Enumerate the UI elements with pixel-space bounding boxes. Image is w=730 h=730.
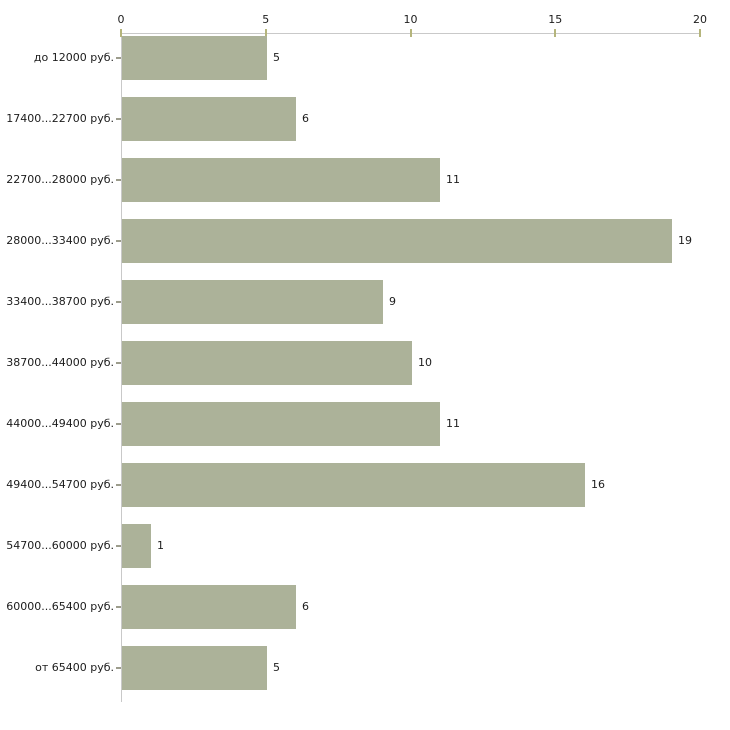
category-tick	[116, 606, 121, 608]
category-label: до 12000 руб.	[33, 51, 114, 64]
category-label: 28000...33400 руб.	[6, 234, 114, 247]
category-tick	[116, 301, 121, 303]
x-axis-tick-label: 20	[693, 13, 707, 26]
value-label: 10	[418, 356, 432, 369]
value-label: 5	[273, 661, 280, 674]
category-label: 44000...49400 руб.	[6, 417, 114, 430]
value-label: 6	[302, 600, 309, 613]
category-tick	[116, 423, 121, 425]
category-tick	[116, 57, 121, 59]
x-axis-tick-label: 15	[548, 13, 563, 26]
bar	[122, 97, 296, 141]
category-tick	[116, 118, 121, 120]
bar	[122, 341, 412, 385]
x-axis-tick	[699, 29, 701, 37]
x-axis-tick	[264, 29, 267, 37]
bar	[122, 219, 672, 263]
x-axis-tick-label: 5	[262, 13, 270, 26]
bar	[122, 463, 585, 507]
category-label: от 65400 руб.	[35, 661, 114, 674]
value-label: 5	[273, 51, 280, 64]
bar	[122, 158, 440, 202]
bar	[122, 36, 267, 80]
x-axis-tick	[409, 29, 412, 37]
x-axis-tick	[120, 29, 122, 37]
category-tick	[116, 362, 121, 364]
x-axis-tick-label: 0	[117, 13, 125, 26]
category-tick	[116, 484, 121, 486]
category-tick	[116, 240, 121, 242]
category-label: 49400...54700 руб.	[6, 478, 114, 491]
category-label: 22700...28000 руб.	[6, 173, 114, 186]
value-label: 6	[302, 112, 309, 125]
category-label: 60000...65400 руб.	[6, 600, 114, 613]
value-label: 9	[389, 295, 396, 308]
bar	[122, 585, 296, 629]
bar	[122, 402, 440, 446]
category-label: 17400...22700 руб.	[6, 112, 114, 125]
category-label: 33400...38700 руб.	[6, 295, 114, 308]
category-tick	[116, 179, 121, 181]
category-tick	[116, 667, 121, 669]
value-label: 11	[446, 173, 460, 186]
value-label: 16	[591, 478, 605, 491]
bar	[122, 646, 267, 690]
x-axis-tick	[554, 29, 557, 37]
category-label: 54700...60000 руб.	[6, 539, 114, 552]
y-axis-line	[121, 33, 122, 702]
value-label: 1	[157, 539, 164, 552]
category-label: 38700...44000 руб.	[6, 356, 114, 369]
value-label: 11	[446, 417, 460, 430]
bar	[122, 524, 151, 568]
category-tick	[116, 545, 121, 547]
value-label: 19	[678, 234, 692, 247]
bar	[122, 280, 383, 324]
x-axis-tick-label: 10	[403, 13, 418, 26]
